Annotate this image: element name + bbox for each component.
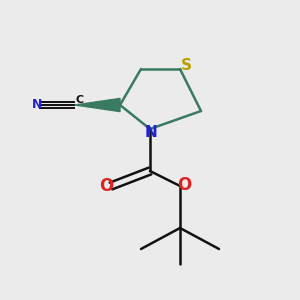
Polygon shape — [75, 98, 120, 112]
Text: C: C — [75, 95, 84, 105]
Text: O: O — [99, 177, 113, 195]
Text: N: N — [145, 125, 158, 140]
Text: O: O — [177, 176, 192, 194]
Text: N: N — [32, 98, 43, 112]
Text: S: S — [181, 58, 191, 74]
